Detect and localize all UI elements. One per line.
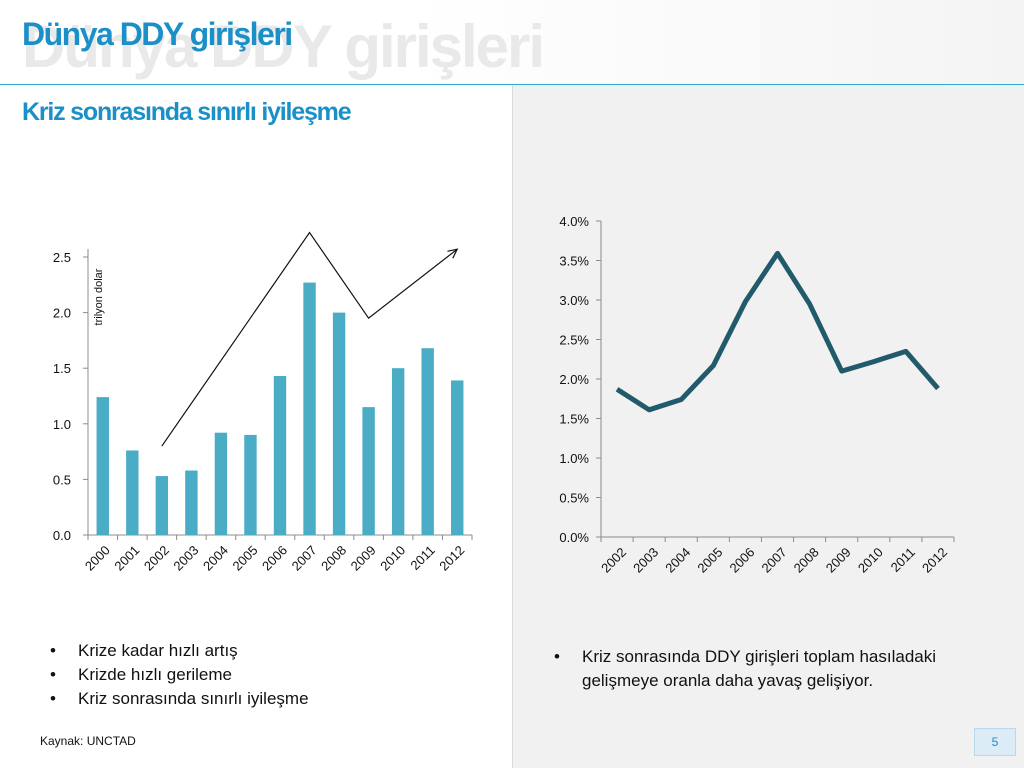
left-bullet-list: Krize kadar hızlı artış Krizde hızlı ger… (44, 639, 309, 711)
y-tick-label: 3.0% (559, 293, 589, 308)
x-tick-label: 2002 (141, 543, 172, 574)
slide-subtitle: Kriz sonrasında sınırlı iyileşme (22, 98, 352, 126)
right-bullet-item: Kriz sonrasında DDY girişleri toplam has… (548, 645, 948, 693)
x-tick-label: 2011 (407, 543, 437, 573)
x-tick-label: 2003 (170, 543, 201, 574)
y-tick-label: 2.0% (559, 372, 589, 387)
bar (391, 368, 405, 535)
y-tick-label: 2.5% (559, 333, 589, 348)
left-bullet-item: Kriz sonrasında sınırlı iyileşme (44, 687, 309, 711)
x-tick-label: 2000 (82, 543, 113, 574)
x-tick-label: 2012 (436, 543, 467, 574)
y-axis-label: trilyon dolar (93, 268, 105, 325)
x-tick-label: 2010 (377, 543, 408, 574)
x-tick-label: 2008 (791, 545, 822, 576)
series-line (615, 250, 940, 413)
x-tick-label: 2008 (318, 543, 349, 574)
y-tick-label: 1.5 (53, 361, 71, 376)
x-tick-label: 2011 (888, 545, 918, 575)
x-tick-label: 2004 (662, 545, 693, 576)
bar (244, 434, 257, 535)
bar (155, 476, 169, 535)
x-tick-label: 2005 (694, 545, 725, 576)
y-tick-label: 0.0% (559, 530, 589, 545)
slide-title: Dünya DDY girişleri (22, 16, 293, 52)
x-tick-label: 2009 (348, 543, 379, 574)
bar (273, 375, 287, 535)
trend-annotation-line (161, 231, 458, 447)
bar (96, 397, 109, 535)
x-tick-label: 2009 (823, 545, 854, 576)
y-tick-label: 4.0% (559, 214, 589, 229)
right-bullet-list: Kriz sonrasında DDY girişleri toplam has… (548, 645, 948, 693)
x-tick-label: 2010 (855, 545, 886, 576)
fdi-gdp-line-chart: 0.0% 0.5% 1.0% 1.5% 2.0% 2.5% 3.0% 3.5% 4.0% 2002… (559, 214, 955, 576)
x-tick-label: 2006 (726, 545, 757, 576)
bar (214, 432, 228, 535)
x-tick-label: 2005 (230, 543, 261, 574)
x-tick-label: 2006 (259, 543, 290, 574)
bar (362, 407, 375, 535)
bar (185, 470, 198, 535)
x-tick-label: 2007 (289, 543, 320, 574)
title-watermark: Dünya DDY girişleri (22, 13, 545, 80)
bar (332, 312, 346, 535)
y-tick-label: 0.5 (53, 472, 71, 487)
x-tick-label: 2007 (759, 545, 790, 576)
left-bullet-item: Krizde hızlı gerileme (44, 663, 309, 687)
x-tick-label: 2012 (919, 545, 950, 576)
bar (126, 450, 139, 535)
y-tick-label: 0.5% (559, 491, 589, 506)
bar (451, 380, 464, 535)
y-tick-label: 1.0% (559, 451, 589, 466)
x-tick-label: 2002 (598, 545, 629, 576)
x-tick-label: 2003 (630, 545, 661, 576)
y-tick-label: 2.5 (53, 250, 71, 265)
y-tick-label: 0.0 (53, 528, 71, 543)
bar (303, 282, 316, 535)
title-bar: Dünya DDY girişleri Dünya DDY girişleri (0, 0, 1024, 85)
x-tick-label: 2004 (200, 543, 231, 574)
bar (421, 348, 434, 535)
y-tick-label: 1.5% (559, 412, 589, 427)
y-tick-label: 1.0 (53, 417, 71, 432)
source-note: Kaynak: UNCTAD (40, 734, 136, 748)
fdi-bar-chart: 0.00.51.01.52.02.52000200120022003200420… (53, 231, 473, 574)
y-tick-label: 2.0 (53, 306, 71, 321)
y-tick-label: 3.5% (559, 254, 589, 269)
x-tick-label: 2001 (111, 543, 142, 574)
page-number: 5 (974, 728, 1016, 756)
trend-arrow-head (447, 248, 459, 259)
left-bullet-item: Krize kadar hızlı artış (44, 639, 309, 663)
